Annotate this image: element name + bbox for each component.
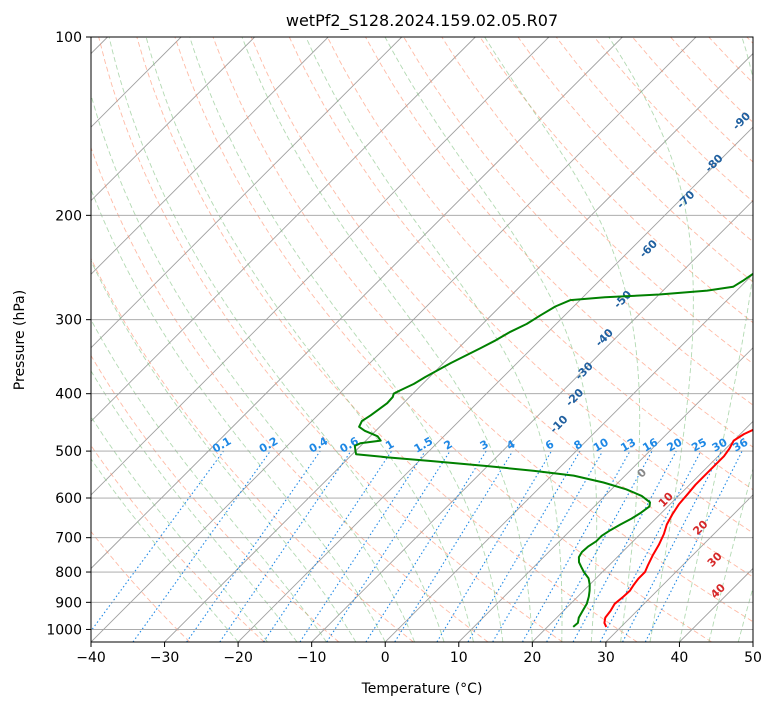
mixing-ratio-lines: [91, 450, 743, 642]
x-tick-label: −10: [297, 650, 327, 666]
moist-adiabat-line: [91, 318, 327, 642]
x-axis-label: Temperature (°C): [361, 681, 483, 697]
x-tick-label: −30: [150, 650, 180, 666]
mixing-ratio-line: [326, 450, 451, 642]
moist-adiabat-line: [737, 585, 753, 642]
moist-adiabat-line: [241, 37, 533, 642]
dry-adiabat-line: [403, 37, 753, 406]
x-axis: −40 −30 −20 −10 0 10 20 30 40 50: [76, 642, 762, 666]
isotherm-line: [91, 37, 476, 422]
mixing-ratio-line: [219, 450, 352, 642]
isotherm-line: [311, 200, 753, 642]
isotherm-line: [458, 347, 753, 642]
isotherm-line: [91, 37, 329, 275]
dry-adiabat-line: [250, 37, 753, 578]
isotherm-line: [384, 273, 753, 642]
x-tick-label: 50: [744, 650, 762, 666]
y-tick-label: 100: [55, 30, 82, 46]
mixing-ratio-line: [467, 450, 581, 642]
mixing-ratio-line: [365, 450, 487, 642]
moist-adiabat-line: [305, 37, 563, 642]
isotherm-line: [164, 52, 753, 642]
y-tick-label: 1000: [46, 622, 82, 638]
sounding-profiles: [353, 272, 753, 628]
mixing-ratio-line: [546, 450, 653, 642]
dry-adiabats: [91, 37, 753, 642]
mixing-ratio-line: [436, 450, 552, 642]
mixing-ratio-line: [394, 450, 514, 642]
x-tick-label: 0: [381, 650, 390, 666]
dry-adiabat-line: [91, 146, 489, 642]
moist-adiabat-line: [91, 458, 239, 642]
y-axis-label: Pressure (hPa): [12, 290, 28, 390]
dry-adiabat-line: [91, 444, 265, 642]
dry-adiabat-line: [212, 37, 753, 623]
mixing-ratio-line: [186, 450, 321, 642]
y-tick-label: 300: [55, 313, 82, 329]
x-tick-label: 40: [671, 650, 689, 666]
dewpoint-profile: [353, 272, 753, 628]
moist-adiabats: [91, 37, 753, 642]
temperature-profile: [603, 428, 753, 628]
y-tick-label: 600: [55, 491, 82, 507]
y-tick-label: 200: [55, 208, 82, 224]
pressure-gridlines: [91, 37, 753, 630]
x-tick-label: 20: [523, 650, 541, 666]
dry-adiabat-line: [174, 37, 712, 642]
mixing-ratio-line: [492, 450, 604, 642]
dry-adiabat-line: [98, 37, 563, 642]
plot-frame: [90, 36, 754, 643]
y-axis: 100 200 300 400 500 600 700 800 900 1000: [46, 30, 91, 638]
moist-adiabat-line: [91, 188, 386, 642]
moist-adiabat-line: [678, 37, 753, 642]
moist-adiabat-line: [384, 37, 598, 642]
isotherm-line: [91, 37, 255, 202]
isotherm-line: [91, 37, 697, 642]
isotherm-line: [91, 37, 550, 496]
moist-adiabat-line: [91, 259, 357, 642]
x-tick-label: −20: [223, 650, 253, 666]
mixing-ratio-line: [521, 450, 631, 642]
y-tick-label: 900: [55, 595, 82, 611]
x-tick-label: 10: [450, 650, 468, 666]
dry-adiabat-line: [91, 257, 414, 642]
moist-adiabat-line: [189, 37, 504, 642]
mixing-ratio-line: [572, 450, 677, 642]
dry-adiabat-line: [326, 37, 753, 491]
moist-adiabat-line: [91, 416, 268, 642]
y-tick-label: 700: [55, 531, 82, 547]
plot-area: 0.10.20.40.611.52346810131620253036-100-…: [91, 37, 753, 642]
isotherm-line: [237, 126, 753, 642]
x-tick-label: 30: [597, 650, 615, 666]
chart-title: wetPf2_S128.2024.159.02.05.R07: [286, 11, 558, 31]
moist-adiabat-line: [108, 37, 445, 642]
moist-adiabat-line: [608, 37, 694, 642]
moist-adiabat-line: [484, 37, 641, 642]
y-tick-label: 400: [55, 387, 82, 403]
dry-adiabat-line: [91, 530, 190, 642]
moist-adiabat-line: [708, 467, 753, 642]
isotherm-line: [532, 420, 753, 642]
isotherm-line: [605, 494, 753, 642]
dry-adiabat-line: [479, 37, 753, 324]
y-tick-label: 500: [55, 444, 82, 460]
dry-adiabat-line: [136, 37, 638, 642]
dry-adiabat-line: [91, 354, 340, 642]
x-tick-label: −40: [76, 650, 106, 666]
isotherm-line: [91, 37, 623, 570]
y-tick-label: 800: [55, 565, 82, 581]
